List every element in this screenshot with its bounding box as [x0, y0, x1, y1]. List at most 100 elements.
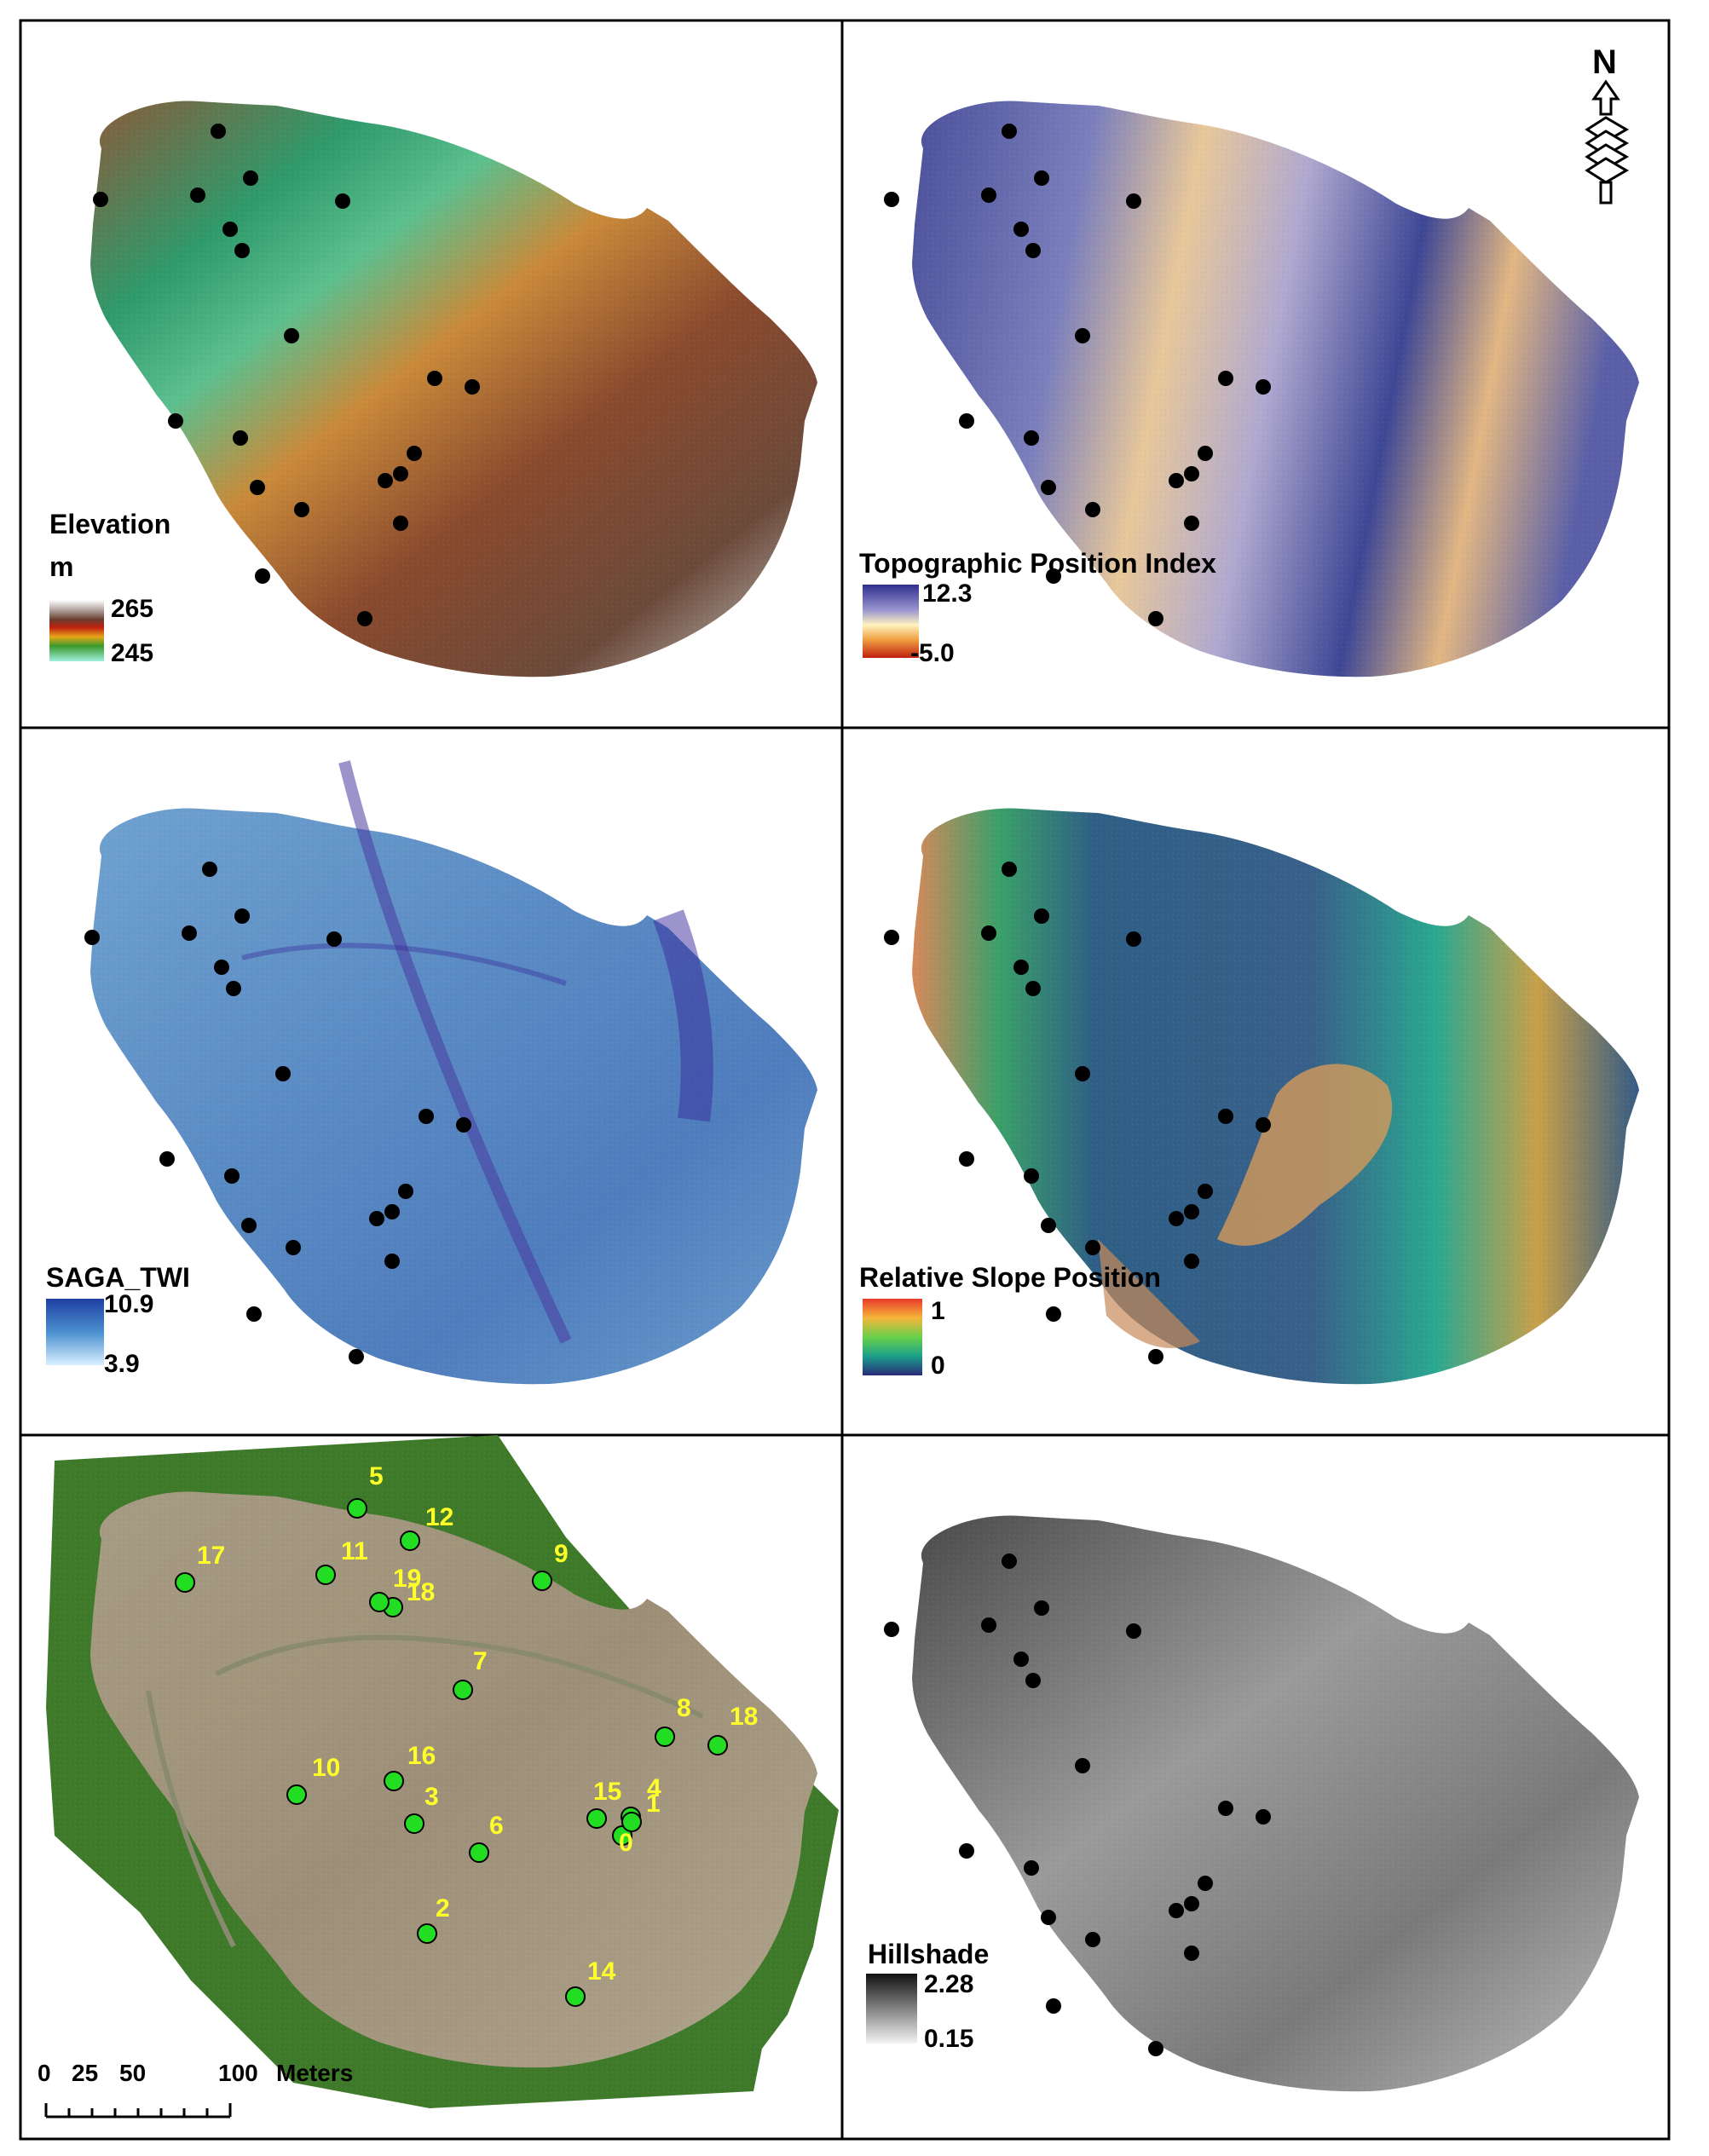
elevation-sample-points — [93, 124, 480, 626]
sample-point — [1041, 1218, 1056, 1233]
sample-point — [1198, 446, 1213, 461]
scale-bar: 0 25 50 100 Meters — [38, 2060, 353, 2119]
rsp-sample-points — [884, 862, 1271, 1364]
sample-point — [884, 192, 899, 207]
sample-point — [1184, 1896, 1199, 1911]
sample-point — [224, 1168, 240, 1184]
sample-point — [384, 1204, 400, 1219]
sample-point — [159, 1151, 175, 1167]
elevation-legend-min: 245 — [111, 639, 153, 667]
sample-point — [1002, 862, 1017, 877]
sample-point — [294, 502, 309, 517]
site-label: 0 — [619, 1829, 633, 1857]
hillshade-legend-min: 0.15 — [924, 2025, 973, 2053]
sample-point — [1169, 1903, 1184, 1918]
sample-point — [1013, 222, 1029, 237]
twi-legend-min: 3.9 — [104, 1350, 140, 1378]
sample-point — [959, 1843, 974, 1859]
sample-point — [884, 1622, 899, 1637]
site-point — [286, 1784, 307, 1805]
site-label: 6 — [489, 1812, 504, 1840]
sample-point — [1126, 931, 1141, 947]
site-point — [400, 1531, 420, 1551]
sample-point — [202, 862, 217, 877]
sample-point — [1198, 1876, 1213, 1891]
site-point — [175, 1572, 195, 1593]
site-label: 2 — [436, 1894, 450, 1923]
rsp-legend-max: 1 — [931, 1297, 945, 1325]
sample-point — [981, 1617, 996, 1633]
sample-point — [1184, 516, 1199, 531]
site-point — [417, 1923, 437, 1944]
site-point — [469, 1842, 489, 1863]
sample-point — [1075, 1066, 1090, 1081]
rsp-legend-title: Relative Slope Position — [859, 1262, 1161, 1293]
site-label: 17 — [197, 1542, 225, 1570]
tpi-legend-max: 12.3 — [922, 579, 972, 608]
scale-tick-100: 100 — [218, 2060, 258, 2086]
site-point — [707, 1735, 728, 1755]
site-label: 19 — [393, 1565, 421, 1593]
rsp-raster — [912, 808, 1639, 1385]
sample-point — [1126, 193, 1141, 209]
sample-point — [393, 516, 408, 531]
site-label: 18 — [407, 1578, 435, 1606]
hillshade-legend-title: Hillshade — [868, 1939, 989, 1969]
sample-point — [243, 170, 258, 186]
panel-frames — [19, 19, 1671, 2141]
elevation-legend-title: Elevation — [49, 509, 170, 539]
site-label: 7 — [473, 1647, 488, 1675]
sample-point — [234, 243, 250, 258]
sample-point — [335, 193, 350, 209]
sample-point — [1075, 1758, 1090, 1773]
site-point — [586, 1808, 607, 1829]
site-point — [384, 1771, 404, 1791]
site-label: 18 — [730, 1703, 758, 1731]
hillshade-raster — [912, 1515, 1639, 2092]
sample-point — [1218, 1109, 1233, 1124]
twi-legend-ramp — [46, 1299, 104, 1365]
hillshade-sample-points — [884, 1554, 1271, 2056]
sample-point — [1085, 1240, 1100, 1255]
sample-point — [1218, 371, 1233, 386]
tpi-raster — [912, 101, 1639, 677]
sample-point — [1075, 328, 1090, 343]
sample-point — [1013, 1652, 1029, 1667]
sample-point — [419, 1109, 434, 1124]
sample-point — [1002, 1554, 1017, 1569]
site-point — [315, 1565, 336, 1585]
sample-point — [1034, 170, 1049, 186]
sample-point — [286, 1240, 301, 1255]
tpi-sample-points — [884, 124, 1271, 626]
site-label: 5 — [369, 1462, 384, 1490]
sample-point — [1148, 611, 1163, 626]
tpi-panel: Topographic Position Index 12.3 -5.0 N — [859, 43, 1639, 677]
sample-point — [465, 379, 480, 395]
site-label: 1 — [646, 1790, 661, 1818]
sample-point — [214, 960, 229, 975]
sample-point — [1034, 908, 1049, 924]
sample-point — [1025, 243, 1041, 258]
tpi-legend-ramp — [863, 585, 919, 658]
sample-point — [959, 413, 974, 429]
sample-point — [1184, 1254, 1199, 1269]
site-label: 3 — [424, 1783, 439, 1811]
sample-point — [369, 1211, 384, 1226]
sample-point — [1041, 480, 1056, 495]
sample-point — [1126, 1623, 1141, 1639]
hillshade-legend-ramp — [866, 1974, 917, 2044]
path-trail — [215, 1634, 704, 1719]
sample-point — [190, 187, 205, 203]
hillshade-legend-max: 2.28 — [924, 1970, 973, 1998]
site-label: 9 — [554, 1540, 569, 1568]
twi-panel: SAGA_TWI 10.9 3.9 — [46, 760, 817, 1385]
sample-point — [1148, 2041, 1163, 2056]
site-point — [404, 1813, 424, 1834]
scale-unit: Meters — [276, 2060, 353, 2086]
sample-point — [1034, 1600, 1049, 1616]
sample-point — [233, 430, 248, 446]
sample-point — [393, 466, 408, 481]
rsp-legend-min: 0 — [931, 1352, 945, 1380]
elevation-legend-ramp — [49, 600, 104, 661]
sample-point — [93, 192, 108, 207]
